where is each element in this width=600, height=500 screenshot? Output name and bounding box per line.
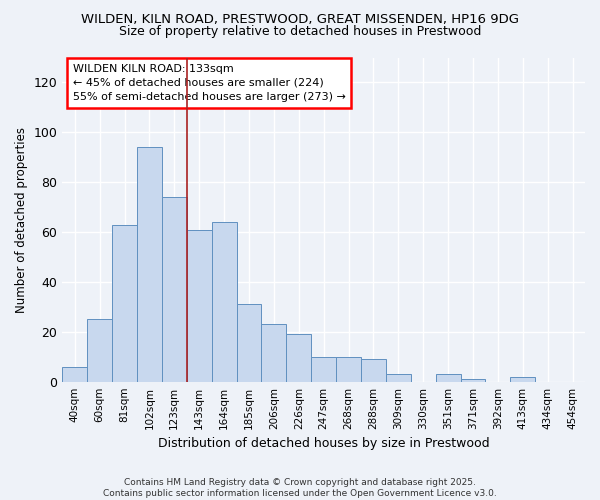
Bar	[386, 374, 411, 382]
Bar	[62, 366, 87, 382]
Bar	[436, 374, 461, 382]
Text: WILDEN KILN ROAD: 133sqm
← 45% of detached houses are smaller (224)
55% of semi-: WILDEN KILN ROAD: 133sqm ← 45% of detach…	[73, 64, 346, 102]
Bar	[212, 222, 236, 382]
Bar	[112, 224, 137, 382]
Bar	[336, 356, 361, 382]
Bar	[461, 379, 485, 382]
Y-axis label: Number of detached properties: Number of detached properties	[15, 126, 28, 312]
Bar	[87, 320, 112, 382]
Bar	[511, 376, 535, 382]
Text: Contains HM Land Registry data © Crown copyright and database right 2025.
Contai: Contains HM Land Registry data © Crown c…	[103, 478, 497, 498]
Text: WILDEN, KILN ROAD, PRESTWOOD, GREAT MISSENDEN, HP16 9DG: WILDEN, KILN ROAD, PRESTWOOD, GREAT MISS…	[81, 12, 519, 26]
Bar	[137, 148, 162, 382]
Bar	[187, 230, 212, 382]
Bar	[236, 304, 262, 382]
X-axis label: Distribution of detached houses by size in Prestwood: Distribution of detached houses by size …	[158, 437, 490, 450]
Bar	[162, 197, 187, 382]
Bar	[311, 356, 336, 382]
Bar	[286, 334, 311, 382]
Bar	[361, 359, 386, 382]
Bar	[262, 324, 286, 382]
Text: Size of property relative to detached houses in Prestwood: Size of property relative to detached ho…	[119, 25, 481, 38]
